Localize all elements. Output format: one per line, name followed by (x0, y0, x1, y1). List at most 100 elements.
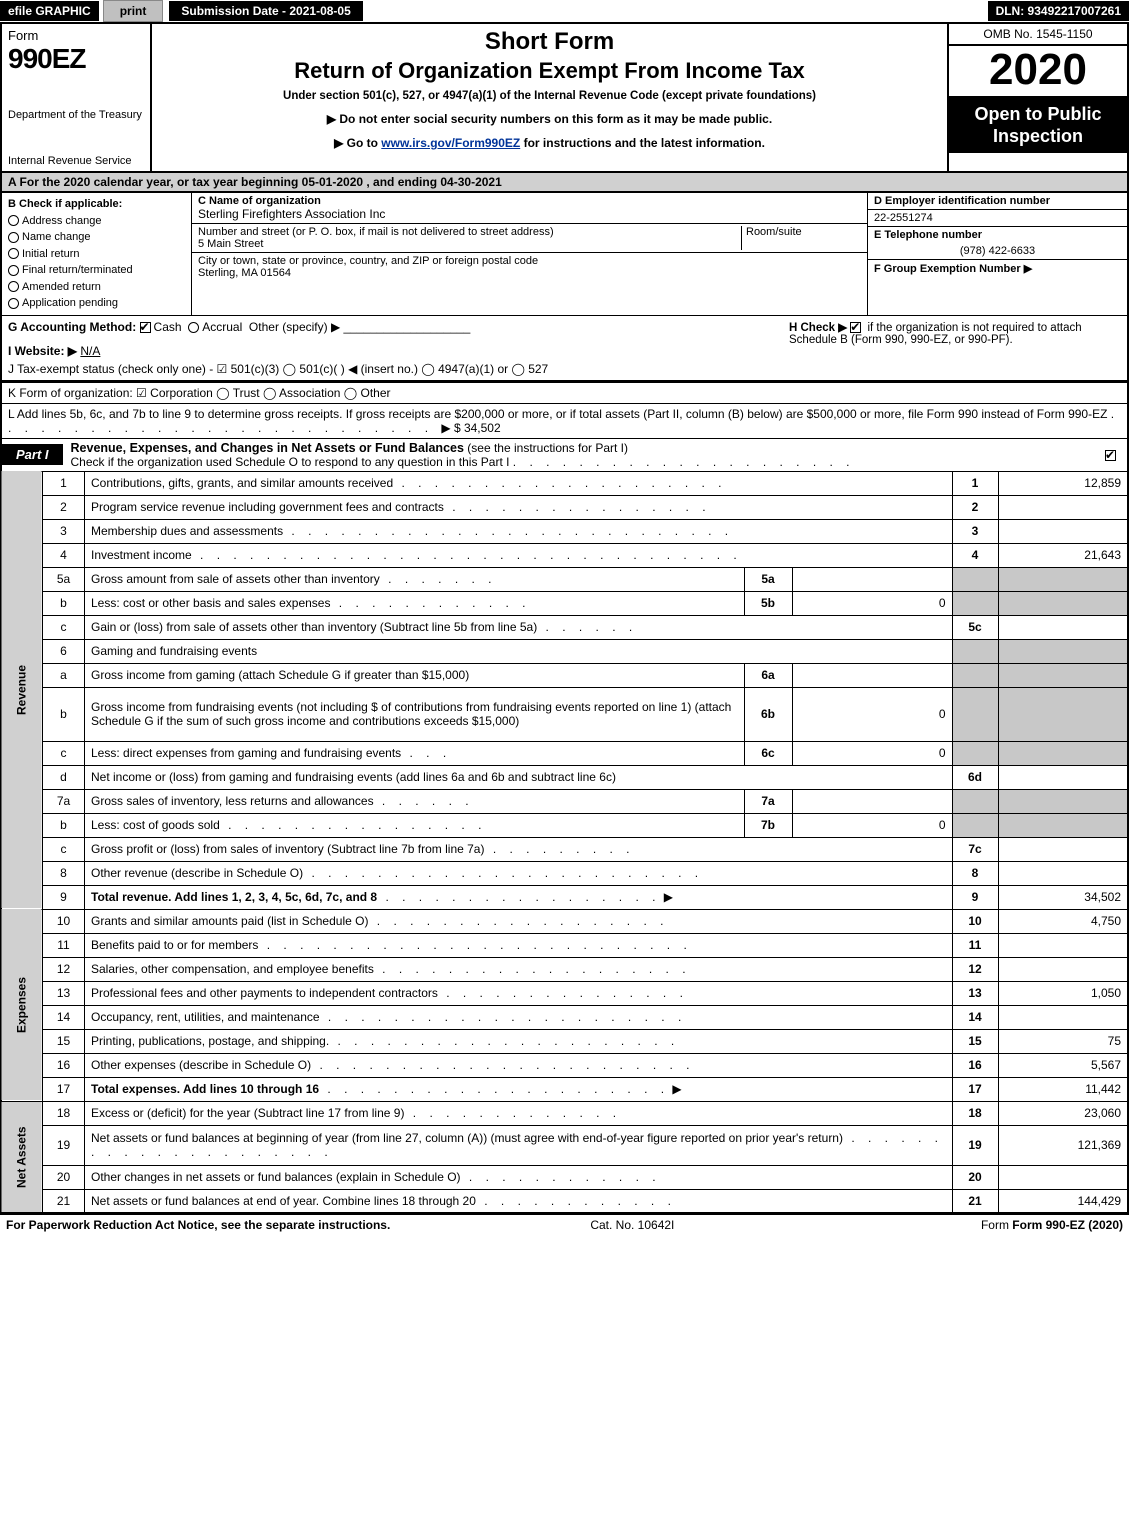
table-row: 2Program service revenue including gover… (1, 495, 1128, 519)
row-a-tax-year: A For the 2020 calendar year, or tax yea… (0, 173, 1129, 193)
part1-bar: Part I Revenue, Expenses, and Changes in… (0, 439, 1129, 471)
street-cell: Number and street (or P. O. box, if mail… (198, 226, 741, 250)
table-row: 5aGross amount from sale of assets other… (1, 567, 1128, 591)
goto-pre: ▶ Go to (334, 136, 381, 150)
table-row: cGross profit or (loss) from sales of in… (1, 837, 1128, 861)
l-text: L Add lines 5b, 6c, and 7b to line 9 to … (8, 407, 1107, 421)
table-row: Expenses 10Grants and similar amounts pa… (1, 909, 1128, 933)
tax-year: 2020 (949, 46, 1127, 98)
info-grid: B Check if applicable: Address change Na… (0, 193, 1129, 315)
chk-application-pending[interactable]: Application pending (8, 295, 185, 312)
table-row: 14Occupancy, rent, utilities, and mainte… (1, 1005, 1128, 1029)
street-value: 5 Main Street (198, 238, 741, 250)
col-b-head: B Check if applicable: (8, 196, 185, 213)
col-c-org: C Name of organization Sterling Firefigh… (192, 193, 867, 315)
city-value: Sterling, MA 01564 (198, 267, 861, 279)
table-row: 17Total expenses. Add lines 10 through 1… (1, 1077, 1128, 1101)
table-row: 4Investment income . . . . . . . . . . .… (1, 543, 1128, 567)
paperwork-notice: For Paperwork Reduction Act Notice, see … (6, 1218, 390, 1232)
form-number: 990EZ (8, 43, 144, 75)
table-row: 21Net assets or fund balances at end of … (1, 1189, 1128, 1213)
chk-name-change[interactable]: Name change (8, 229, 185, 246)
g-label: G Accounting Method: (8, 320, 136, 334)
table-row: Net Assets 18Excess or (deficit) for the… (1, 1101, 1128, 1125)
print-button[interactable]: print (103, 0, 164, 22)
col-b-checkboxes: B Check if applicable: Address change Na… (2, 193, 192, 315)
table-row: bLess: cost of goods sold . . . . . . . … (1, 813, 1128, 837)
dln-label: DLN: 93492217007261 (988, 1, 1129, 21)
omb-number: OMB No. 1545-1150 (949, 24, 1127, 46)
table-row: 20Other changes in net assets or fund ba… (1, 1165, 1128, 1189)
irs-label: Internal Revenue Service (8, 155, 144, 167)
table-row: aGross income from gaming (attach Schedu… (1, 663, 1128, 687)
header-left: Form 990EZ Department of the Treasury In… (2, 24, 152, 171)
table-row: Revenue 1 Contributions, gifts, grants, … (1, 471, 1128, 495)
table-row: 11Benefits paid to or for members . . . … (1, 933, 1128, 957)
phone-label: E Telephone number (868, 227, 1127, 243)
website-value: N/A (80, 344, 100, 358)
chk-address-change[interactable]: Address change (8, 213, 185, 230)
goto-instructions: ▶ Go to www.irs.gov/Form990EZ for instru… (160, 136, 939, 150)
group-exemption: F Group Exemption Number ▶ (868, 260, 1127, 277)
city-label: City or town, state or province, country… (198, 255, 861, 267)
table-row: bLess: cost or other basis and sales exp… (1, 591, 1128, 615)
ein-label: D Employer identification number (868, 193, 1127, 210)
form-header: Form 990EZ Department of the Treasury In… (0, 24, 1129, 173)
header-right: OMB No. 1545-1150 2020 Open to Public In… (947, 24, 1127, 171)
side-revenue: Revenue (1, 471, 43, 909)
section-k: K Form of organization: ☑ Corporation ◯ … (0, 382, 1129, 404)
room-label: Room/suite (746, 226, 861, 238)
table-row: 15Printing, publications, postage, and s… (1, 1029, 1128, 1053)
table-row: 19Net assets or fund balances at beginni… (1, 1125, 1128, 1165)
col-d-ids: D Employer identification number 22-2551… (867, 193, 1127, 315)
org-city-cell: City or town, state or province, country… (192, 253, 867, 281)
efile-label: efile GRAPHIC (0, 1, 99, 21)
table-row: 7aGross sales of inventory, less returns… (1, 789, 1128, 813)
l-amount: ▶ $ 34,502 (441, 421, 500, 435)
dept-treasury: Department of the Treasury (8, 109, 144, 121)
org-name-value: Sterling Firefighters Association Inc (198, 207, 861, 221)
top-bar: efile GRAPHIC print Submission Date - 20… (0, 0, 1129, 24)
irs-link[interactable]: www.irs.gov/Form990EZ (381, 136, 520, 150)
short-form-title: Short Form (160, 28, 939, 56)
room-suite-cell: Room/suite (741, 226, 861, 250)
cat-no: Cat. No. 10642I (590, 1218, 674, 1232)
table-row: 16Other expenses (describe in Schedule O… (1, 1053, 1128, 1077)
table-row: dNet income or (loss) from gaming and fu… (1, 765, 1128, 789)
table-row: 8Other revenue (describe in Schedule O) … (1, 861, 1128, 885)
org-addr-cell: Number and street (or P. O. box, if mail… (192, 224, 867, 253)
return-title: Return of Organization Exempt From Incom… (160, 58, 939, 84)
open-to-public: Open to Public Inspection (949, 98, 1127, 153)
submission-date: Submission Date - 2021-08-05 (169, 1, 362, 21)
table-row: 9Total revenue. Add lines 1, 2, 3, 4, 5c… (1, 885, 1128, 909)
table-row: 13Professional fees and other payments t… (1, 981, 1128, 1005)
street-label: Number and street (or P. O. box, if mail… (198, 226, 741, 238)
do-not-enter: ▶ Do not enter social security numbers o… (160, 112, 939, 126)
form-word: Form (8, 28, 144, 43)
side-net-assets: Net Assets (1, 1101, 43, 1213)
chk-amended-return[interactable]: Amended return (8, 279, 185, 296)
table-row: bGross income from fundraising events (n… (1, 687, 1128, 741)
part1-checkbox[interactable] (1105, 448, 1127, 462)
h-label: H Check ▶ (789, 322, 847, 334)
table-row: 12Salaries, other compensation, and empl… (1, 957, 1128, 981)
part1-title: Revenue, Expenses, and Changes in Net As… (63, 439, 863, 471)
org-name-label: C Name of organization (198, 195, 861, 207)
side-expenses: Expenses (1, 909, 43, 1101)
section-h: H Check ▶ if the organization is not req… (781, 320, 1121, 376)
chk-initial-return[interactable]: Initial return (8, 246, 185, 263)
chk-h[interactable] (850, 322, 861, 333)
table-row: cGain or (loss) from sale of assets othe… (1, 615, 1128, 639)
goto-post: for instructions and the latest informat… (520, 136, 765, 150)
i-label: I Website: ▶ (8, 344, 77, 358)
j-tax-exempt: J Tax-exempt status (check only one) - ☑… (8, 362, 781, 376)
form-ref: Form Form 990-EZ (2020) (981, 1218, 1123, 1232)
phone-value: (978) 422-6633 (868, 243, 1127, 260)
chk-accrual[interactable] (188, 322, 199, 333)
part1-table: Revenue 1 Contributions, gifts, grants, … (0, 471, 1129, 1215)
table-row: 3Membership dues and assessments . . . .… (1, 519, 1128, 543)
chk-cash[interactable] (140, 322, 151, 333)
chk-final-return[interactable]: Final return/terminated (8, 262, 185, 279)
part1-tag: Part I (2, 444, 63, 465)
table-row: cLess: direct expenses from gaming and f… (1, 741, 1128, 765)
